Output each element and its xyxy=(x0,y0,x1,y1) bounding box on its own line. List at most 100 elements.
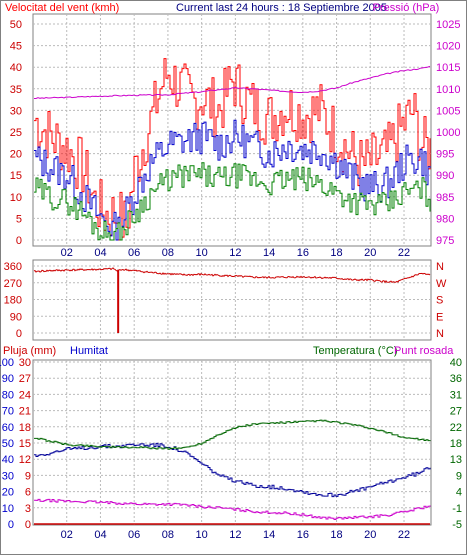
temperature-y-tick-label: 18 xyxy=(450,438,462,450)
humidity-y-tick-label: 60 xyxy=(2,422,14,434)
x-tick-label: 06 xyxy=(128,529,140,541)
compass-label: S xyxy=(436,295,443,307)
rain-y-tick-label: 24 xyxy=(19,389,31,401)
humidity-temperature-panel: Pluja (mm) Humitat Temperatura (°C) Punt… xyxy=(0,345,462,541)
rain-y-tick-label: 0 xyxy=(25,519,31,531)
x-tick-label: 02 xyxy=(61,529,73,541)
pressure-y-tick-label: 995 xyxy=(436,149,454,161)
pressure-y-tick-label: 990 xyxy=(436,170,454,182)
dewpoint-title: Punt rosada xyxy=(394,345,454,357)
wind-y-tick-label: 50 xyxy=(10,19,22,31)
humidity-y-tick-label: 80 xyxy=(2,389,14,401)
humidity-y-tick-label: 20 xyxy=(2,487,14,499)
x-tick-label: 20 xyxy=(364,247,376,259)
pressure-y-tick-label: 1025 xyxy=(436,19,460,31)
series-temperatura xyxy=(34,419,431,450)
x-tick-label: 04 xyxy=(94,529,106,541)
wind-y-tick-label: 0 xyxy=(16,235,22,247)
x-tick-label: 18 xyxy=(330,247,342,259)
temperature-y-tick-label: 13 xyxy=(450,454,462,466)
wind-series-layer xyxy=(34,58,431,241)
wind-y-tick-label: 30 xyxy=(10,105,22,117)
wind-y-tick-label: 25 xyxy=(10,127,22,139)
direction-y-tick-label: 180 xyxy=(4,295,22,307)
x-tick-label: 16 xyxy=(297,247,309,259)
pressure-y-tick-label: 1005 xyxy=(436,105,460,117)
x-tick-label: 20 xyxy=(364,529,376,541)
rain-y-tick-label: 27 xyxy=(19,373,31,385)
compass-label: W xyxy=(436,278,447,290)
temperature-y-tick-label: 9 xyxy=(456,470,462,482)
humidity-y-tick-label: 30 xyxy=(2,470,14,482)
x-tick-label: 12 xyxy=(229,529,241,541)
x-tick-label: 04 xyxy=(94,247,106,259)
x-tick-label: 14 xyxy=(263,247,275,259)
rain-y-tick-label: 9 xyxy=(25,470,31,482)
rain-y-tick-label: 18 xyxy=(19,422,31,434)
wind-series-minimum xyxy=(34,162,431,241)
humidity-series-layer xyxy=(34,419,431,525)
temperature-y-tick-label: 22 xyxy=(450,422,462,434)
temperature-y-tick-label: 40 xyxy=(450,357,462,369)
direction-y-tick-label: 90 xyxy=(10,311,22,323)
wind-speed-title: Velocitat del vent (kmh) xyxy=(5,2,119,14)
x-tick-label: 14 xyxy=(263,529,275,541)
x-tick-label: 10 xyxy=(196,529,208,541)
compass-label: N xyxy=(436,328,444,340)
x-tick-label: 06 xyxy=(128,247,140,259)
humidity-plot-area xyxy=(32,359,432,526)
humidity-y-tick-label: 40 xyxy=(2,454,14,466)
direction-y-tick-label: 270 xyxy=(4,278,22,290)
humidity-y-tick-label: 70 xyxy=(2,406,14,418)
pressure-y-tick-label: 1020 xyxy=(436,41,460,53)
x-tick-label: 12 xyxy=(229,247,241,259)
humidity-y-tick-label: 10 xyxy=(2,503,14,515)
wind-y-tick-label: 15 xyxy=(10,170,22,182)
temperature-y-tick-label: 27 xyxy=(450,406,462,418)
rain-y-tick-label: 6 xyxy=(25,487,31,499)
series-punt-rosada xyxy=(34,498,431,520)
pressure-title: Pressió (hPa) xyxy=(373,2,440,14)
pressure-y-tick-label: 985 xyxy=(436,192,454,204)
temperature-y-tick-label: 36 xyxy=(450,373,462,385)
rain-y-tick-label: 12 xyxy=(19,454,31,466)
direction-plot-area xyxy=(32,259,432,341)
humidity-grid xyxy=(33,360,431,525)
temperature-y-tick-label: -5 xyxy=(452,519,462,531)
wind-pressure-panel: Velocitat del vent (kmh) Current last 24… xyxy=(5,2,460,259)
rain-y-tick-label: 30 xyxy=(19,357,31,369)
chart-subtitle: Current last 24 hours : 18 Septiembre 20… xyxy=(176,2,387,14)
wind-y-tick-label: 40 xyxy=(10,62,22,74)
wind-y-tick-label: 45 xyxy=(10,41,22,53)
wind-y-tick-label: 20 xyxy=(10,149,22,161)
temperature-y-tick-label: 4 xyxy=(456,487,462,499)
x-tick-label: 16 xyxy=(297,529,309,541)
wind-plot-area xyxy=(32,13,432,247)
humidity-y-tick-label: 100 xyxy=(0,357,14,369)
x-tick-label: 22 xyxy=(398,247,410,259)
rain-y-tick-label: 3 xyxy=(25,503,31,515)
pressure-y-tick-label: 975 xyxy=(436,235,454,247)
direction-y-tick-label: 360 xyxy=(4,261,22,273)
x-tick-label: 02 xyxy=(61,247,73,259)
x-tick-label: 22 xyxy=(398,529,410,541)
humidity-title: Humitat xyxy=(70,345,108,357)
x-tick-label: 18 xyxy=(330,529,342,541)
compass-label: E xyxy=(436,311,443,323)
wind-y-tick-label: 5 xyxy=(16,213,22,225)
temperature-title: Temperatura (°C) xyxy=(313,345,397,357)
humidity-y-tick-label: 0 xyxy=(8,519,14,531)
humidity-y-tick-label: 90 xyxy=(2,373,14,385)
wind-y-tick-label: 35 xyxy=(10,84,22,96)
rain-y-tick-label: 21 xyxy=(19,406,31,418)
wind-axis-labels: 0510152025303540455097598098599099510001… xyxy=(10,19,461,259)
rain-y-tick-label: 15 xyxy=(19,438,31,450)
pressure-y-tick-label: 1000 xyxy=(436,127,460,139)
direction-series xyxy=(33,267,431,284)
x-tick-label: 08 xyxy=(162,247,174,259)
direction-y-tick-label: 0 xyxy=(16,328,22,340)
pressure-y-tick-label: 1010 xyxy=(436,84,460,96)
